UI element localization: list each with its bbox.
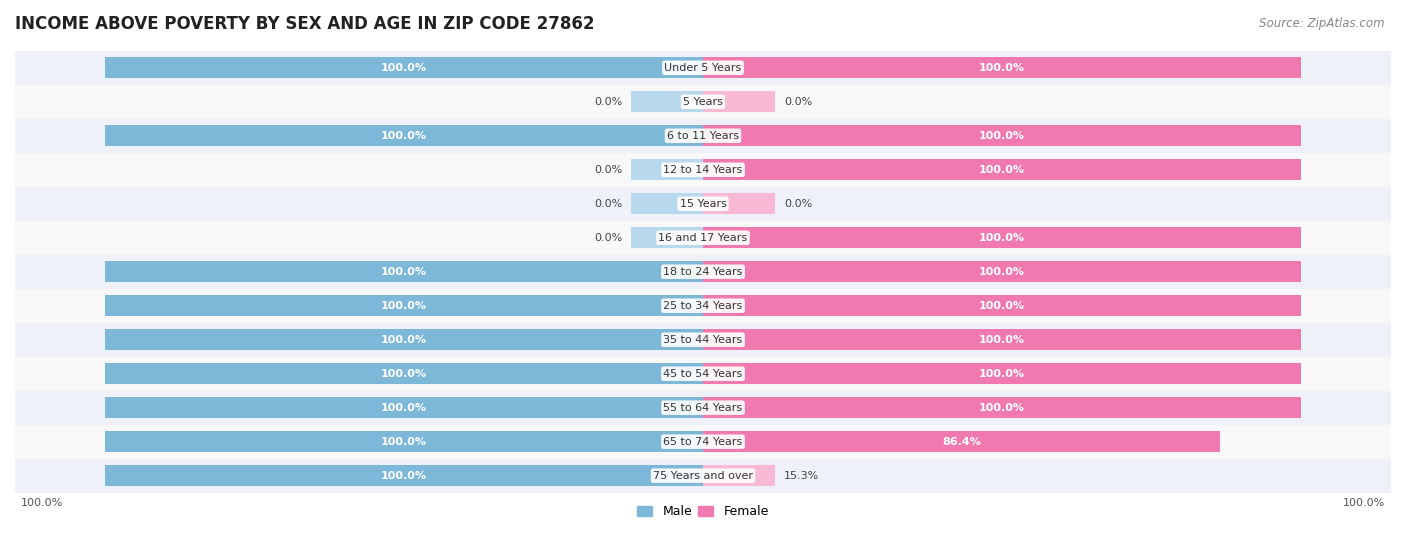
Text: 100.0%: 100.0% — [381, 301, 427, 311]
Bar — [703, 431, 1220, 452]
Text: 100.0%: 100.0% — [381, 471, 427, 481]
Text: 45 to 54 Years: 45 to 54 Years — [664, 369, 742, 378]
Bar — [0, 459, 1406, 492]
Text: 100.0%: 100.0% — [21, 498, 63, 508]
Bar — [104, 261, 703, 282]
Bar — [104, 397, 703, 418]
Text: 55 to 64 Years: 55 to 64 Years — [664, 402, 742, 413]
Text: 100.0%: 100.0% — [979, 369, 1025, 378]
Bar — [703, 465, 775, 486]
Bar — [0, 119, 1406, 153]
Bar — [703, 125, 1302, 146]
Bar — [104, 57, 703, 78]
Bar — [631, 91, 703, 112]
Text: 100.0%: 100.0% — [381, 335, 427, 345]
Bar — [104, 329, 703, 350]
Text: 6 to 11 Years: 6 to 11 Years — [666, 131, 740, 141]
Text: Source: ZipAtlas.com: Source: ZipAtlas.com — [1260, 17, 1385, 30]
Bar — [0, 51, 1406, 85]
Text: INCOME ABOVE POVERTY BY SEX AND AGE IN ZIP CODE 27862: INCOME ABOVE POVERTY BY SEX AND AGE IN Z… — [15, 15, 595, 33]
Bar — [0, 221, 1406, 255]
Bar — [703, 193, 775, 214]
Bar — [703, 57, 1302, 78]
Bar — [631, 159, 703, 180]
Bar — [0, 288, 1406, 323]
Text: 0.0%: 0.0% — [593, 233, 623, 243]
Bar — [703, 363, 1302, 384]
Text: 100.0%: 100.0% — [979, 131, 1025, 141]
Bar — [703, 91, 775, 112]
Text: 100.0%: 100.0% — [979, 63, 1025, 73]
Legend: Male, Female: Male, Female — [633, 500, 773, 523]
Bar — [104, 431, 703, 452]
Text: 5 Years: 5 Years — [683, 97, 723, 107]
Text: 15 Years: 15 Years — [679, 199, 727, 209]
Text: 100.0%: 100.0% — [381, 131, 427, 141]
Text: 0.0%: 0.0% — [593, 165, 623, 175]
Bar — [703, 295, 1302, 316]
Text: 65 to 74 Years: 65 to 74 Years — [664, 437, 742, 447]
Text: 100.0%: 100.0% — [979, 402, 1025, 413]
Bar — [104, 363, 703, 384]
Bar — [703, 397, 1302, 418]
Text: 15.3%: 15.3% — [783, 471, 820, 481]
Text: 100.0%: 100.0% — [381, 402, 427, 413]
Bar — [703, 227, 1302, 248]
Text: Under 5 Years: Under 5 Years — [665, 63, 741, 73]
Text: 0.0%: 0.0% — [593, 97, 623, 107]
Bar — [0, 85, 1406, 119]
Text: 16 and 17 Years: 16 and 17 Years — [658, 233, 748, 243]
Text: 0.0%: 0.0% — [593, 199, 623, 209]
Text: 100.0%: 100.0% — [979, 301, 1025, 311]
Text: 100.0%: 100.0% — [381, 63, 427, 73]
Bar — [104, 125, 703, 146]
Bar — [0, 153, 1406, 187]
Bar — [104, 465, 703, 486]
Text: 100.0%: 100.0% — [381, 369, 427, 378]
Bar — [0, 425, 1406, 459]
Bar — [0, 391, 1406, 425]
Text: 0.0%: 0.0% — [783, 97, 813, 107]
Text: 100.0%: 100.0% — [1343, 498, 1385, 508]
Bar — [0, 323, 1406, 357]
Text: 0.0%: 0.0% — [783, 199, 813, 209]
Bar — [0, 255, 1406, 288]
Bar — [703, 329, 1302, 350]
Bar — [631, 193, 703, 214]
Text: 35 to 44 Years: 35 to 44 Years — [664, 335, 742, 345]
Text: 100.0%: 100.0% — [381, 267, 427, 277]
Text: 18 to 24 Years: 18 to 24 Years — [664, 267, 742, 277]
Text: 100.0%: 100.0% — [979, 233, 1025, 243]
Text: 100.0%: 100.0% — [979, 165, 1025, 175]
Text: 86.4%: 86.4% — [942, 437, 981, 447]
Bar — [631, 227, 703, 248]
Text: 75 Years and over: 75 Years and over — [652, 471, 754, 481]
Bar — [703, 261, 1302, 282]
Bar — [703, 159, 1302, 180]
Text: 100.0%: 100.0% — [979, 335, 1025, 345]
Text: 100.0%: 100.0% — [381, 437, 427, 447]
Text: 100.0%: 100.0% — [979, 267, 1025, 277]
Text: 25 to 34 Years: 25 to 34 Years — [664, 301, 742, 311]
Bar — [0, 357, 1406, 391]
Bar — [104, 295, 703, 316]
Text: 12 to 14 Years: 12 to 14 Years — [664, 165, 742, 175]
Bar — [0, 187, 1406, 221]
